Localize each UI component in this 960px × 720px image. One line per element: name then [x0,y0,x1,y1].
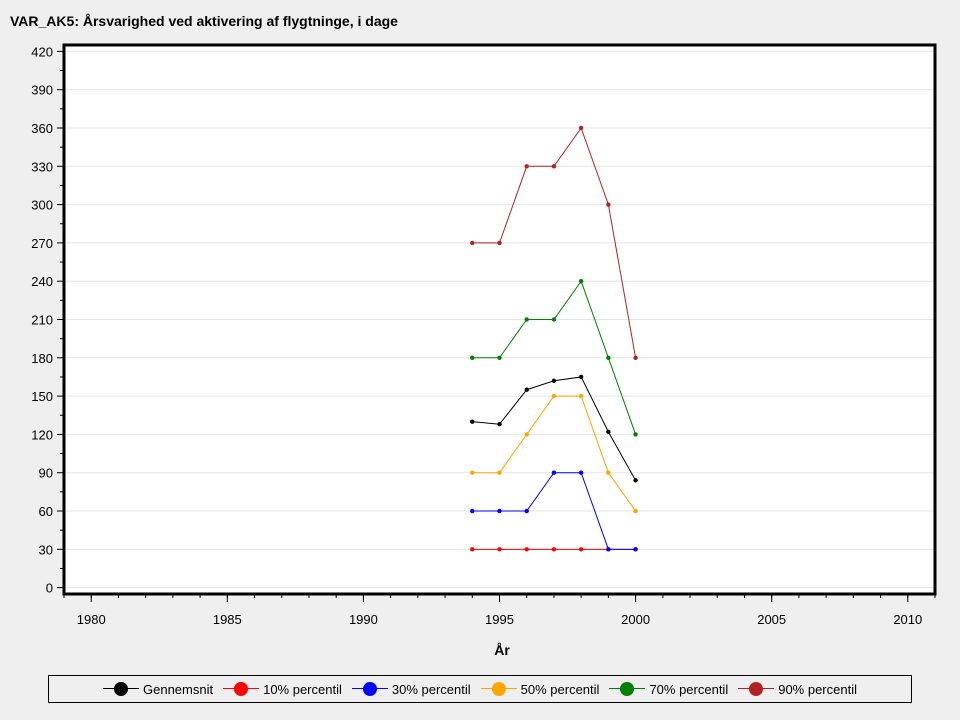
data-point [551,378,557,383]
legend-item: 10% percentil [223,681,342,697]
x-tick-label: 1985 [213,612,242,627]
data-point [606,470,611,475]
y-tick-label: 0 [46,581,53,596]
data-point [578,547,584,552]
legend-swatch [480,681,517,697]
legend-label: 50% percentil [520,681,600,697]
data-point [524,508,529,514]
legend-swatch [103,681,139,697]
data-point [497,355,502,361]
series-group [470,125,638,552]
y-tick-label: 390 [31,83,53,98]
data-point [551,547,557,552]
legend-item: 30% percentil [351,681,471,697]
legend-label: Gennemsnit [143,681,214,697]
series-4 [470,393,638,514]
legend-label: 70% percentil [649,681,729,697]
data-point [578,278,584,284]
y-tick-label: 330 [31,159,53,174]
data-point [470,547,475,552]
data-point [551,470,557,475]
data-point [606,547,611,552]
legend-item: Gennemsnit [103,681,213,697]
legend-marker [620,682,635,696]
legend-item: 50% percentil [480,681,600,697]
legend-swatch [223,681,260,697]
data-point [551,164,557,169]
x-tick-label: 1980 [77,612,106,627]
y-tick-label: 420 [31,44,53,59]
data-point [470,508,475,514]
data-point [633,432,638,437]
legend-item: 70% percentil [609,681,728,697]
x-tick-label: 2005 [757,612,786,627]
data-point [606,355,611,361]
data-point [633,355,638,361]
legend-marker [362,682,377,696]
y-tick-label: 120 [31,427,53,442]
legend-label: 90% percentil [778,681,857,697]
data-point [470,419,475,424]
legend-item: 90% percentil [738,681,857,697]
data-point [497,240,502,246]
legend-marker [491,682,506,696]
legend-label: 30% percentil [391,681,471,697]
data-point [606,202,611,207]
series-1 [470,374,638,483]
y-tick-label: 210 [31,313,53,328]
legend-swatch [609,681,646,697]
y-tick-label: 270 [31,236,53,251]
x-tick-label: 2000 [621,612,650,627]
legend-marker [114,682,128,696]
legend-marker [749,682,764,696]
data-point [606,429,611,435]
series-3 [470,470,638,552]
x-tick-label: 1995 [485,612,514,627]
data-point [497,508,502,514]
data-point [551,393,557,399]
chart-title: VAR_AK5: Årsvarighed ved aktivering af f… [10,13,398,29]
data-point [497,547,502,552]
legend-marker [234,682,249,696]
legend-swatch [351,681,388,697]
data-point [470,355,475,361]
y-tick-label: 60 [39,504,53,519]
y-tick-label: 360 [31,121,53,136]
data-point [470,470,475,475]
legend: Gennemsnit 10% percentil 30% percentil 50% … [48,675,912,703]
data-point [497,421,502,427]
data-point [524,387,529,392]
data-point [524,164,529,169]
data-point [470,240,475,246]
y-tick-label: 180 [31,351,53,366]
data-point [633,508,638,514]
data-point [578,125,584,131]
data-point [633,478,638,483]
data-point [633,547,638,552]
y-tick-label: 90 [39,466,53,481]
series-6 [470,125,638,361]
data-point [497,470,502,475]
y-tick-label: 30 [39,542,53,557]
data-point [524,317,529,322]
x-tick-label: 1990 [349,612,378,627]
x-axis-title: År [494,642,510,658]
data-point [524,547,529,552]
data-point [551,317,557,322]
data-point [578,393,584,399]
data-point [524,432,529,437]
legend-label: 10% percentil [263,681,342,697]
data-point [578,470,584,475]
legend-swatch [738,681,775,697]
y-tick-label: 150 [31,389,53,404]
series-5 [470,278,638,437]
y-tick-label: 300 [31,198,53,213]
y-tick-label: 240 [31,274,53,289]
data-point [578,374,584,380]
plot-frame [62,43,937,596]
x-tick-label: 2010 [893,612,922,627]
